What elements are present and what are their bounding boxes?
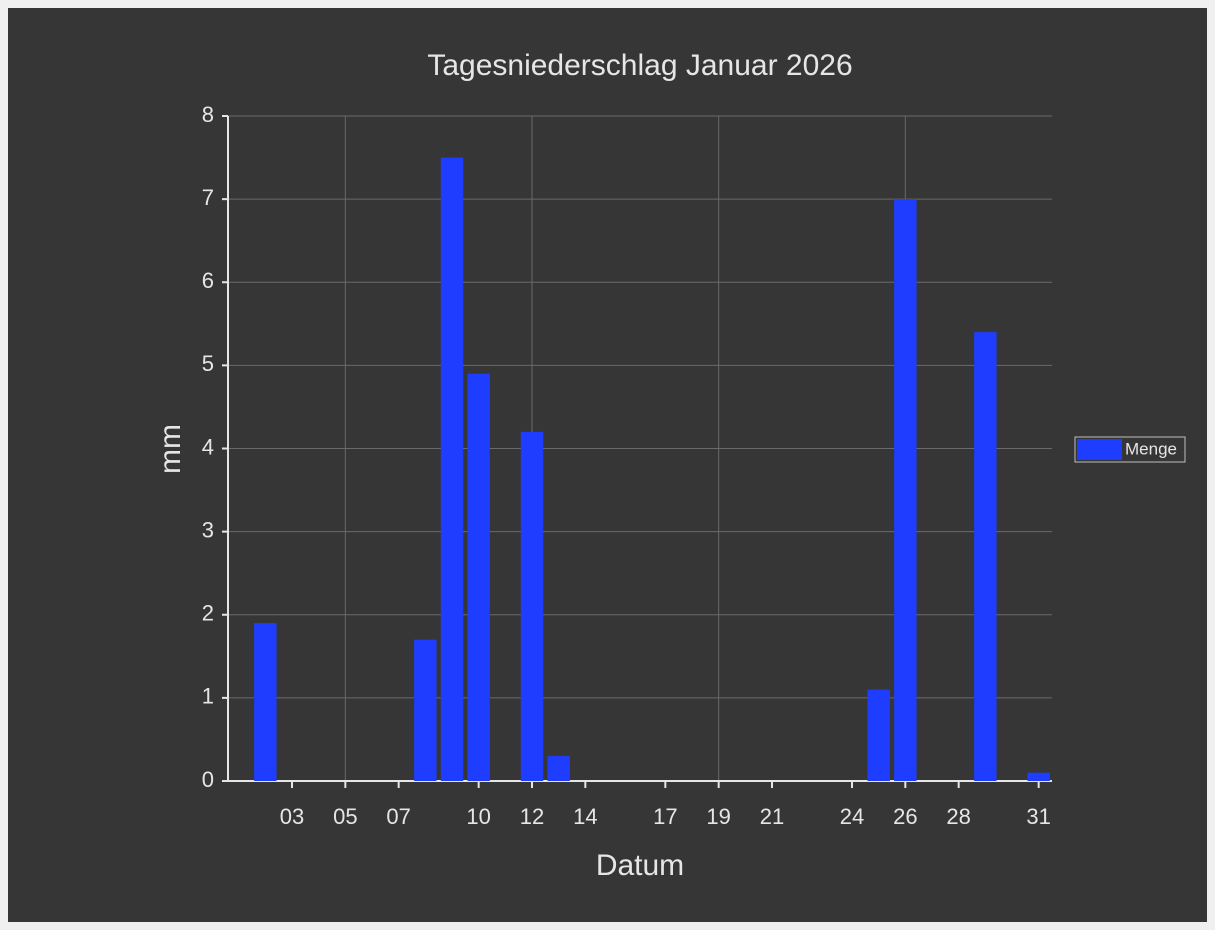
legend-label: Menge xyxy=(1125,439,1177,458)
x-tick-label: 24 xyxy=(840,804,864,829)
y-tick-label: 1 xyxy=(202,684,214,709)
y-tick-label: 0 xyxy=(202,767,214,792)
bar xyxy=(867,689,890,781)
x-tick-label: 07 xyxy=(386,804,410,829)
bar xyxy=(547,756,570,781)
bar xyxy=(974,332,997,781)
chart-background xyxy=(8,8,1207,922)
y-axis-label: mm xyxy=(154,424,187,474)
x-tick-label: 03 xyxy=(280,804,304,829)
x-tick-label: 10 xyxy=(466,804,490,829)
legend-box xyxy=(1074,436,1186,463)
bar xyxy=(254,623,277,781)
bar xyxy=(467,373,490,781)
x-tick-label: 31 xyxy=(1026,804,1050,829)
x-tick-label: 28 xyxy=(946,804,970,829)
y-tick-label: 6 xyxy=(202,268,214,293)
y-tick-label: 2 xyxy=(202,601,214,626)
bar xyxy=(1027,772,1050,781)
x-tick-label: 19 xyxy=(706,804,730,829)
y-tick-label: 3 xyxy=(202,517,214,542)
x-tick-label: 17 xyxy=(653,804,677,829)
bar xyxy=(414,639,437,781)
bar xyxy=(440,157,464,781)
bar xyxy=(894,199,917,781)
x-tick-label: 21 xyxy=(760,804,784,829)
y-tick-label: 7 xyxy=(202,185,214,210)
legend-swatch xyxy=(1077,439,1122,460)
x-tick-label: 14 xyxy=(573,804,597,829)
x-tick-label: 26 xyxy=(893,804,917,829)
chart-title: Tagesniederschlag Januar 2026 xyxy=(427,49,852,82)
y-tick-label: 4 xyxy=(202,434,214,459)
x-tick-label: 12 xyxy=(520,804,544,829)
y-tick-label: 8 xyxy=(202,102,214,127)
bar xyxy=(520,431,544,781)
x-axis-label: Datum xyxy=(596,849,684,882)
y-tick-label: 5 xyxy=(202,351,214,376)
x-tick-label: 05 xyxy=(333,804,357,829)
